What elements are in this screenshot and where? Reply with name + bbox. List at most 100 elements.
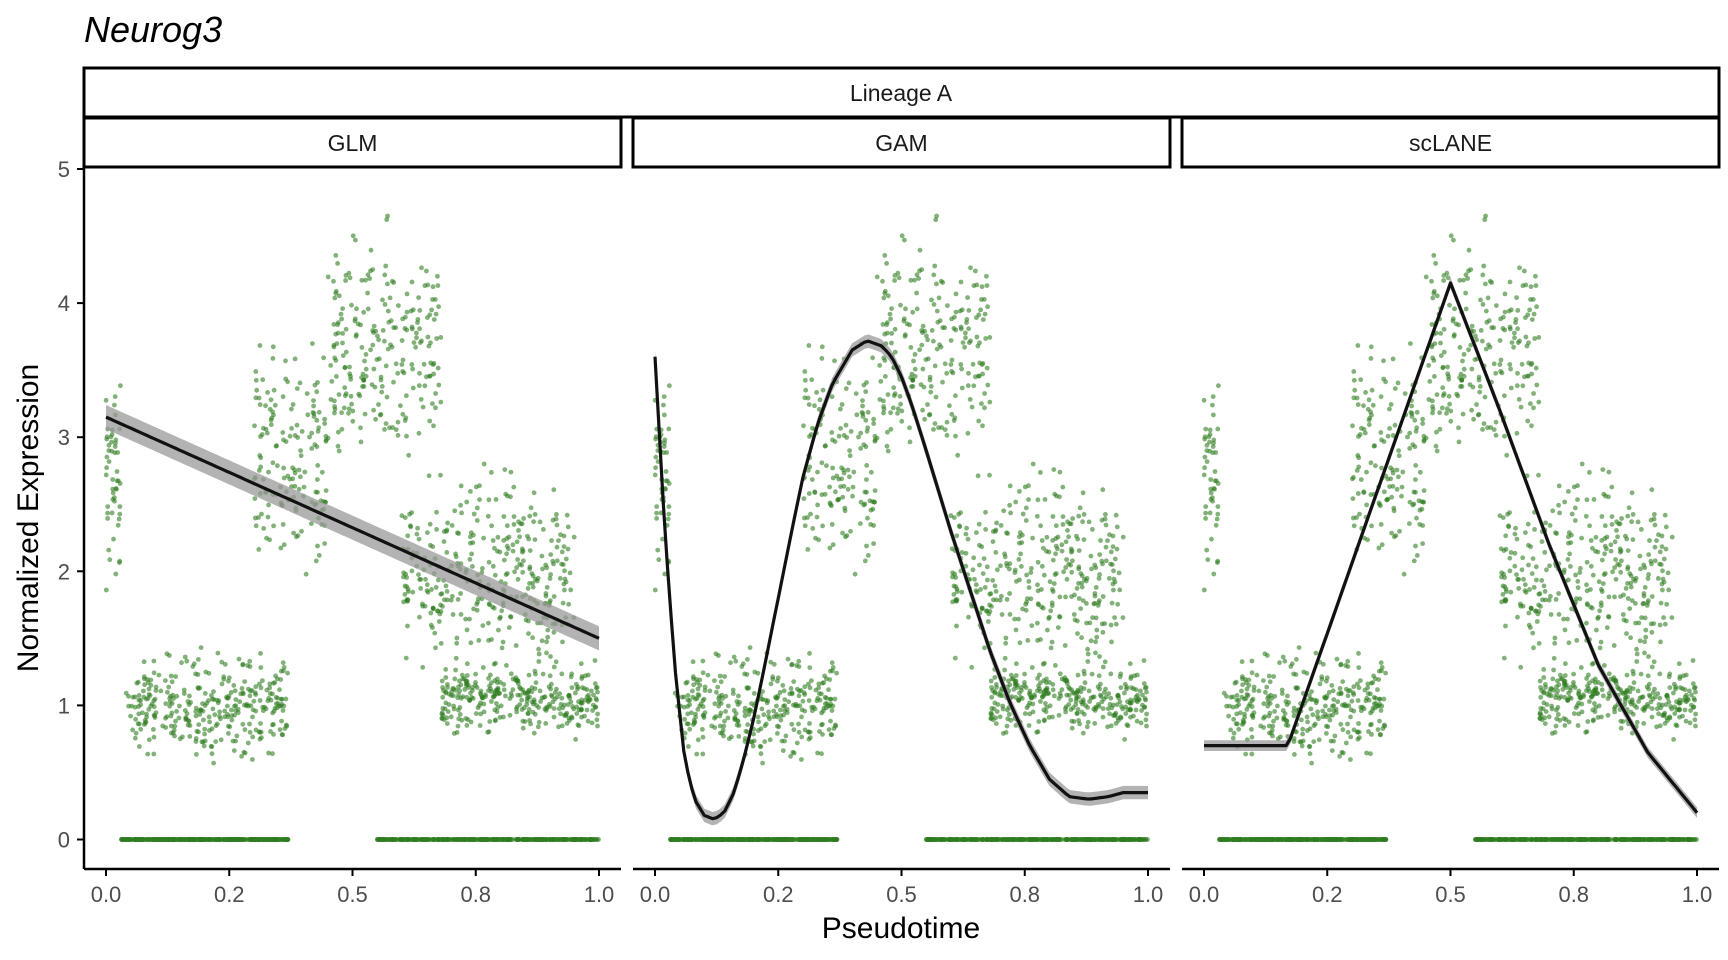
data-point [146,707,152,712]
data-point [884,443,890,449]
data-point [156,837,162,842]
data-point [279,718,284,724]
data-point [146,737,152,743]
data-point [829,708,835,713]
data-point [985,382,991,388]
data-point [920,366,926,372]
data-point [1098,538,1103,543]
data-point [250,757,255,762]
data-point [778,717,784,723]
data-point [559,695,565,701]
data-point [761,837,767,842]
data-point [926,412,932,418]
data-point [951,515,957,520]
data-point [826,687,831,693]
data-point [294,386,300,391]
data-point [771,708,777,714]
x-tick-label: 0.8 [460,882,491,907]
data-point [545,634,551,640]
data-point [259,837,265,842]
data-point [213,739,219,744]
data-point [1118,714,1124,720]
data-point [864,380,869,385]
data-point [280,660,286,666]
data-point [806,402,812,407]
data-point [511,484,517,490]
data-point [1370,837,1376,842]
data-point [1071,837,1076,842]
data-point [1324,837,1330,842]
data-point [527,548,533,553]
data-point [270,409,275,415]
data-point [184,658,190,664]
data-point [745,722,751,727]
data-point [727,837,733,842]
data-point [1035,676,1040,681]
data-point [451,703,456,709]
data-point [519,697,525,703]
data-point [567,570,573,576]
data-point [1026,723,1032,728]
data-point [194,752,199,757]
data-point [1057,469,1063,475]
data-point [1098,694,1104,699]
data-point [563,556,569,562]
data-point [1144,711,1149,717]
data-point [445,520,450,526]
data-point [424,582,430,588]
data-point [1040,661,1046,667]
data-point [802,708,808,714]
data-point [1055,534,1061,540]
data-point [1103,544,1109,550]
data-point [827,500,833,506]
data-point [529,571,535,576]
data-point [1140,692,1145,698]
data-point [841,467,846,473]
data-point [814,514,820,520]
data-point [501,538,507,543]
y-tick-label: 1 [58,693,70,718]
data-point [557,576,563,581]
data-point [802,369,808,374]
data-point [759,706,765,712]
data-point [1111,587,1116,593]
data-point [801,423,806,429]
data-point [717,673,723,679]
data-point [982,311,988,317]
data-point [1019,688,1024,693]
data-point [1007,612,1013,617]
data-point [289,406,294,412]
data-point [1020,511,1026,517]
data-point [882,331,888,337]
data-point [453,551,458,557]
data-point [450,686,456,692]
data-point [402,583,408,589]
data-point [431,317,437,322]
data-point [414,330,419,336]
data-point [115,522,121,528]
data-point [371,323,377,329]
data-point [693,696,698,702]
data-point [254,387,260,393]
data-point [229,717,235,723]
data-point [144,714,150,720]
data-point [784,706,790,712]
data-point [1005,531,1010,536]
data-point [239,837,245,842]
data-point [530,584,536,590]
data-point [562,568,567,574]
data-point [1001,508,1007,514]
data-point [700,670,706,676]
data-point [279,837,285,842]
data-point [478,711,484,717]
data-point [516,519,521,525]
data-point [163,837,169,842]
data-point [316,425,322,431]
data-point [1005,707,1010,713]
data-point [406,837,412,842]
data-point [499,837,504,842]
data-point [1103,686,1108,692]
data-point [882,290,888,296]
data-point [329,379,335,384]
